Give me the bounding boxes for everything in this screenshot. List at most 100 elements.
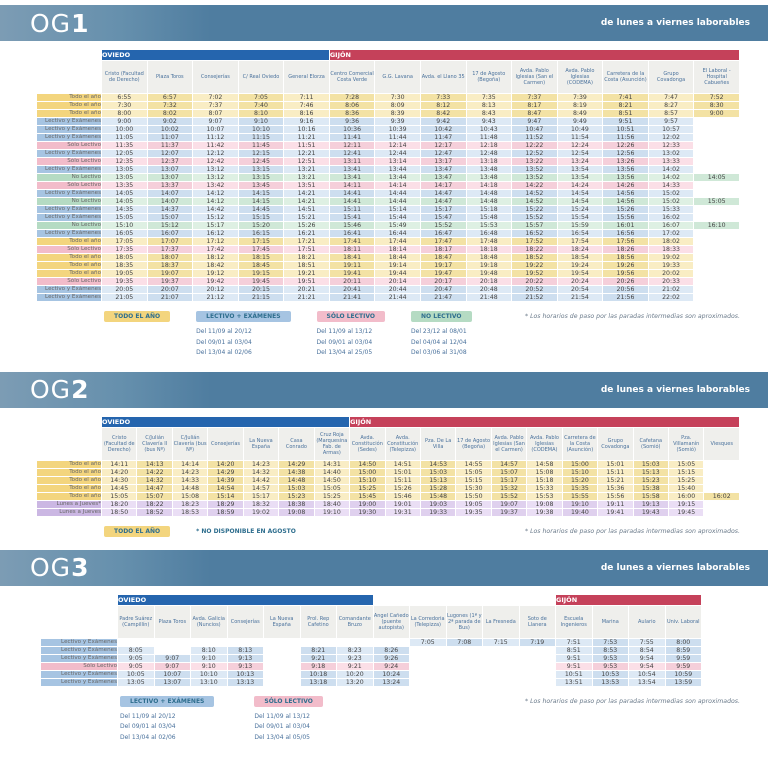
time-cell: 14:14 <box>375 182 420 189</box>
stop-header: El Laboral - Hospital Cabueñes <box>694 61 739 93</box>
time-cell: 9:39 <box>375 118 420 125</box>
time-cell: 15:36 <box>598 484 633 492</box>
time-cell: 15:52 <box>512 214 557 221</box>
timetable-container: OVIEDO GIJÓN Cristo (Facultad de Derecho) C… <box>0 408 768 517</box>
time-cell <box>694 294 739 301</box>
time-cell: 14:44 <box>375 198 420 205</box>
stop-header: Angel Cañedo (puente autopista) <box>373 605 409 638</box>
time-cell: 16:07 <box>648 222 694 229</box>
time-cell: 15:17 <box>420 206 466 213</box>
time-cell: 14:11 <box>102 460 137 468</box>
time-cell: 21:12 <box>193 294 238 301</box>
time-cell: 14:31 <box>314 460 350 468</box>
time-cell: 14:37 <box>147 206 193 213</box>
time-cell: 13:54 <box>557 166 603 173</box>
time-cell: 9:10 <box>191 654 227 662</box>
time-cell: 15:18 <box>527 476 562 484</box>
time-cell: 15:35 <box>562 484 598 492</box>
time-cell: 14:35 <box>102 206 147 213</box>
time-cell: 18:21 <box>284 254 329 261</box>
time-cell: 21:47 <box>420 294 466 301</box>
time-cell: 7:33 <box>420 94 466 101</box>
time-cell: 16:47 <box>420 230 466 237</box>
row-label: Lectivo y Exámenes <box>37 230 101 237</box>
line-title-prefix: OG <box>30 375 72 404</box>
time-cell: 15:13 <box>420 476 456 484</box>
time-cell: 9:10 <box>238 118 284 125</box>
time-cell: 14:41 <box>329 198 375 205</box>
time-cell: 10:47 <box>512 126 557 133</box>
time-cell: 13:12 <box>193 166 238 173</box>
time-cell: 9:07 <box>154 662 190 670</box>
time-cell: 15:07 <box>147 214 193 221</box>
time-cell: 19:33 <box>420 508 456 516</box>
time-cell: 9:24 <box>373 662 409 670</box>
time-cell: 9:21 <box>337 662 373 670</box>
time-cell: 13:10 <box>191 678 227 686</box>
timetable-row: Lectivo y Exámenes 10:05 10:07 10:10 10:13 10… <box>41 670 701 678</box>
time-cell: 9:21 <box>300 654 336 662</box>
time-cell: 15:26 <box>603 206 648 213</box>
time-cell <box>446 670 482 678</box>
time-cell: 13:20 <box>337 678 373 686</box>
timetable-row: Lectivo y Exámenes 13:05 13:07 13:10 13:13 13… <box>41 678 701 686</box>
legend-chip-lectivo: LECTIVO + EXÁMENES <box>196 311 291 322</box>
time-cell: 19:02 <box>648 254 694 261</box>
time-cell: 8:36 <box>329 110 375 117</box>
time-cell: 15:02 <box>648 190 694 197</box>
time-cell: 8:51 <box>603 110 648 117</box>
time-cell: 19:00 <box>350 500 385 508</box>
time-cell <box>446 678 482 686</box>
time-cell: 19:40 <box>562 508 598 516</box>
time-cell: 15:25 <box>350 484 385 492</box>
time-cell: 9:54 <box>629 654 665 662</box>
row-label: Todo el año <box>37 102 101 109</box>
time-cell: 16:21 <box>284 230 329 237</box>
time-cell: 18:29 <box>208 500 243 508</box>
time-cell: 13:47 <box>420 166 466 173</box>
row-label: Lectivo y Exámenes <box>37 134 101 141</box>
time-cell: 15:56 <box>603 214 648 221</box>
time-cell: 19:11 <box>329 262 375 269</box>
time-cell: 16:02 <box>648 214 694 221</box>
time-cell: 17:52 <box>512 238 557 245</box>
timetable-row: No Lectivo 15:10 15:12 15:17 15:20 15:26 15:46… <box>37 222 739 229</box>
time-cell: 11:41 <box>329 134 375 141</box>
time-cell: 10:02 <box>147 126 193 133</box>
time-cell: 8:53 <box>592 646 628 654</box>
time-cell: 19:45 <box>669 508 704 516</box>
time-cell: 9:26 <box>373 654 409 662</box>
time-cell: 15:21 <box>284 214 329 221</box>
time-cell <box>337 638 373 646</box>
timetable: OVIEDO GIJÓN Cristo (Facultad de Derecho) C… <box>36 416 740 517</box>
time-cell: 13:52 <box>512 174 557 181</box>
time-cell: 11:52 <box>512 134 557 141</box>
time-cell: 19:54 <box>557 270 603 277</box>
time-cell: 18:24 <box>557 246 603 253</box>
city-band-row: OVIEDO GIJÓN <box>41 594 701 605</box>
time-cell: 14:20 <box>208 460 243 468</box>
time-cell: 10:07 <box>193 126 238 133</box>
time-cell: 14:51 <box>284 206 329 213</box>
time-cell: 7:37 <box>193 102 238 109</box>
legend-dates: Del 11/09 al 13/12 Del 09/01 al 03/04 Del … <box>254 712 323 744</box>
legend-item: NO LECTIVO Del 23/12 al 08/01 Del 04/04 al… <box>411 311 472 359</box>
time-cell: 14:47 <box>137 484 172 492</box>
time-cell: 14:21 <box>284 198 329 205</box>
legend-date: Del 03/06 al 31/08 <box>411 349 467 356</box>
time-cell: 15:11 <box>385 476 420 484</box>
time-cell: 20:17 <box>420 278 466 285</box>
time-cell <box>704 468 739 476</box>
time-cell: 10:53 <box>592 670 628 678</box>
time-cell: 12:48 <box>466 150 512 157</box>
legend: TODO EL AÑO * NO DISPONIBLE EN AGOSTO * Lo… <box>0 517 768 537</box>
line-title: OG2 <box>30 377 89 402</box>
row-label: Todo el año <box>37 110 101 117</box>
time-cell: 10:18 <box>300 670 336 678</box>
time-cell: 14:41 <box>329 190 375 197</box>
time-cell: 11:42 <box>193 142 238 149</box>
time-cell: 13:56 <box>603 166 648 173</box>
time-cell <box>154 646 190 654</box>
time-cell: 9:42 <box>420 118 466 125</box>
time-cell: 13:21 <box>284 174 329 181</box>
